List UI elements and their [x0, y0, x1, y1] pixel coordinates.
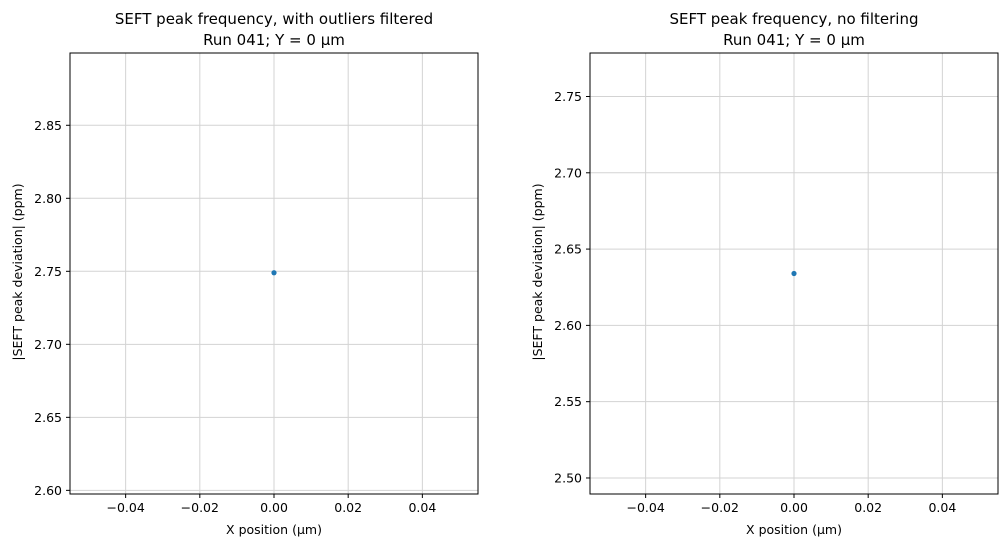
- right-ytick-label: 2.70: [554, 165, 582, 180]
- right-ytick-label: 2.65: [554, 242, 582, 257]
- chart-right-grid: [590, 53, 998, 494]
- chart-right-ylabel: |SEFT peak deviation| (ppm): [530, 183, 545, 360]
- left-xtick-label: 0.00: [260, 500, 288, 515]
- left-ytick-label: 2.70: [34, 337, 62, 352]
- left-ytick-label: 2.75: [34, 264, 62, 279]
- right-xtick-label: −0.04: [626, 500, 664, 515]
- chart-right-ticks: −0.04 −0.02 0.00 0.02 0.04 2.50 2.55 2.60 2.65 2.…: [554, 89, 956, 515]
- chart-left: SEFT peak frequency, with outliers filte…: [10, 10, 479, 537]
- left-ytick-label: 2.80: [34, 191, 62, 206]
- chart-left-xlabel: X position (µm): [226, 522, 322, 537]
- left-ytick-label: 2.60: [34, 483, 62, 498]
- chart-left-subtitle: Run 041; Y = 0 µm: [203, 31, 345, 49]
- right-xtick-label: 0.00: [780, 500, 808, 515]
- left-xtick-label: 0.04: [408, 500, 436, 515]
- chart-right-title: SEFT peak frequency, no filtering: [669, 10, 918, 28]
- chart-left-points: [271, 270, 277, 276]
- left-ytick-label: 2.65: [34, 410, 62, 425]
- right-xtick-label: 0.02: [854, 500, 882, 515]
- right-data-point: [791, 270, 797, 277]
- chart-left-title: SEFT peak frequency, with outliers filte…: [115, 10, 433, 28]
- chart-left-ticks: −0.04 −0.02 0.00 0.02 0.04 2.60 2.65 2.70 2.75 2.…: [34, 118, 436, 515]
- left-data-point: [271, 270, 277, 276]
- right-xtick-label: −0.02: [701, 500, 739, 515]
- left-xtick-label: −0.04: [106, 500, 144, 515]
- chart-left-ylabel: |SEFT peak deviation| (ppm): [10, 183, 25, 360]
- right-ytick-label: 2.50: [554, 470, 582, 485]
- right-ytick-label: 2.75: [554, 89, 582, 104]
- chart-right-frame: [589, 52, 999, 495]
- chart-right-xlabel: X position (µm): [746, 522, 842, 537]
- right-ytick-label: 2.55: [554, 394, 582, 409]
- chart-right: SEFT peak frequency, no filtering Run 04…: [530, 10, 999, 537]
- left-xtick-label: 0.02: [334, 500, 362, 515]
- right-xtick-label: 0.04: [928, 500, 956, 515]
- left-xtick-label: −0.02: [181, 500, 219, 515]
- chart-right-points: [791, 270, 797, 277]
- chart-right-subtitle: Run 041; Y = 0 µm: [723, 31, 865, 49]
- right-ytick-label: 2.60: [554, 318, 582, 333]
- left-ytick-label: 2.85: [34, 118, 62, 133]
- chart-left-frame: [69, 52, 479, 495]
